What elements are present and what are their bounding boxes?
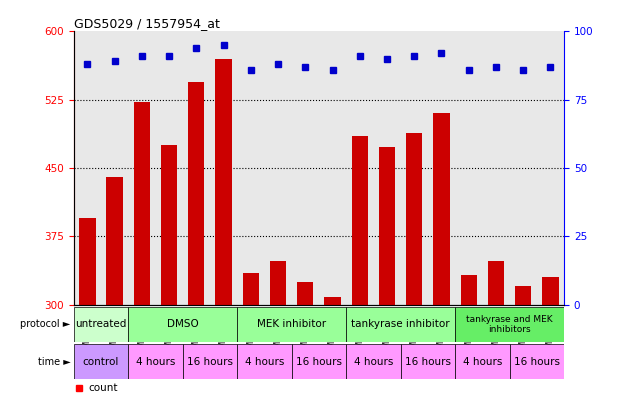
- Bar: [515, 286, 531, 393]
- Bar: [74, 344, 128, 379]
- Bar: [542, 277, 559, 393]
- Bar: [237, 344, 292, 379]
- Bar: [106, 177, 123, 393]
- Text: MEK inhibitor: MEK inhibitor: [257, 319, 326, 329]
- Bar: [351, 136, 368, 393]
- Bar: [237, 307, 346, 342]
- Text: 16 hours: 16 hours: [405, 356, 451, 367]
- Text: count: count: [88, 383, 118, 393]
- Text: control: control: [83, 356, 119, 367]
- Text: untreated: untreated: [75, 319, 127, 329]
- Text: 16 hours: 16 hours: [296, 356, 342, 367]
- Bar: [134, 103, 150, 393]
- Bar: [346, 307, 455, 342]
- Bar: [401, 344, 455, 379]
- Bar: [510, 344, 564, 379]
- Text: 4 hours: 4 hours: [354, 356, 393, 367]
- Text: protocol ►: protocol ►: [21, 319, 71, 329]
- Bar: [74, 307, 128, 342]
- Text: 16 hours: 16 hours: [187, 356, 233, 367]
- Bar: [433, 113, 450, 393]
- Bar: [215, 59, 232, 393]
- Text: 4 hours: 4 hours: [245, 356, 284, 367]
- Bar: [460, 275, 477, 393]
- Text: 4 hours: 4 hours: [136, 356, 175, 367]
- Bar: [455, 307, 564, 342]
- Bar: [406, 133, 422, 393]
- Bar: [297, 282, 313, 393]
- Text: GDS5029 / 1557954_at: GDS5029 / 1557954_at: [74, 17, 220, 30]
- Bar: [270, 261, 286, 393]
- Text: time ►: time ►: [38, 356, 71, 367]
- Bar: [379, 147, 395, 393]
- Text: DMSO: DMSO: [167, 319, 199, 329]
- Bar: [455, 344, 510, 379]
- Bar: [128, 344, 183, 379]
- Bar: [128, 307, 237, 342]
- Bar: [188, 81, 204, 393]
- Bar: [292, 344, 346, 379]
- Bar: [161, 145, 178, 393]
- Bar: [79, 218, 96, 393]
- Text: 4 hours: 4 hours: [463, 356, 502, 367]
- Text: tankyrase and MEK
inhibitors: tankyrase and MEK inhibitors: [466, 314, 553, 334]
- Text: 16 hours: 16 hours: [514, 356, 560, 367]
- Text: tankyrase inhibitor: tankyrase inhibitor: [351, 319, 450, 329]
- Bar: [488, 261, 504, 393]
- Bar: [324, 297, 341, 393]
- Bar: [346, 344, 401, 379]
- Bar: [183, 344, 237, 379]
- Bar: [243, 273, 259, 393]
